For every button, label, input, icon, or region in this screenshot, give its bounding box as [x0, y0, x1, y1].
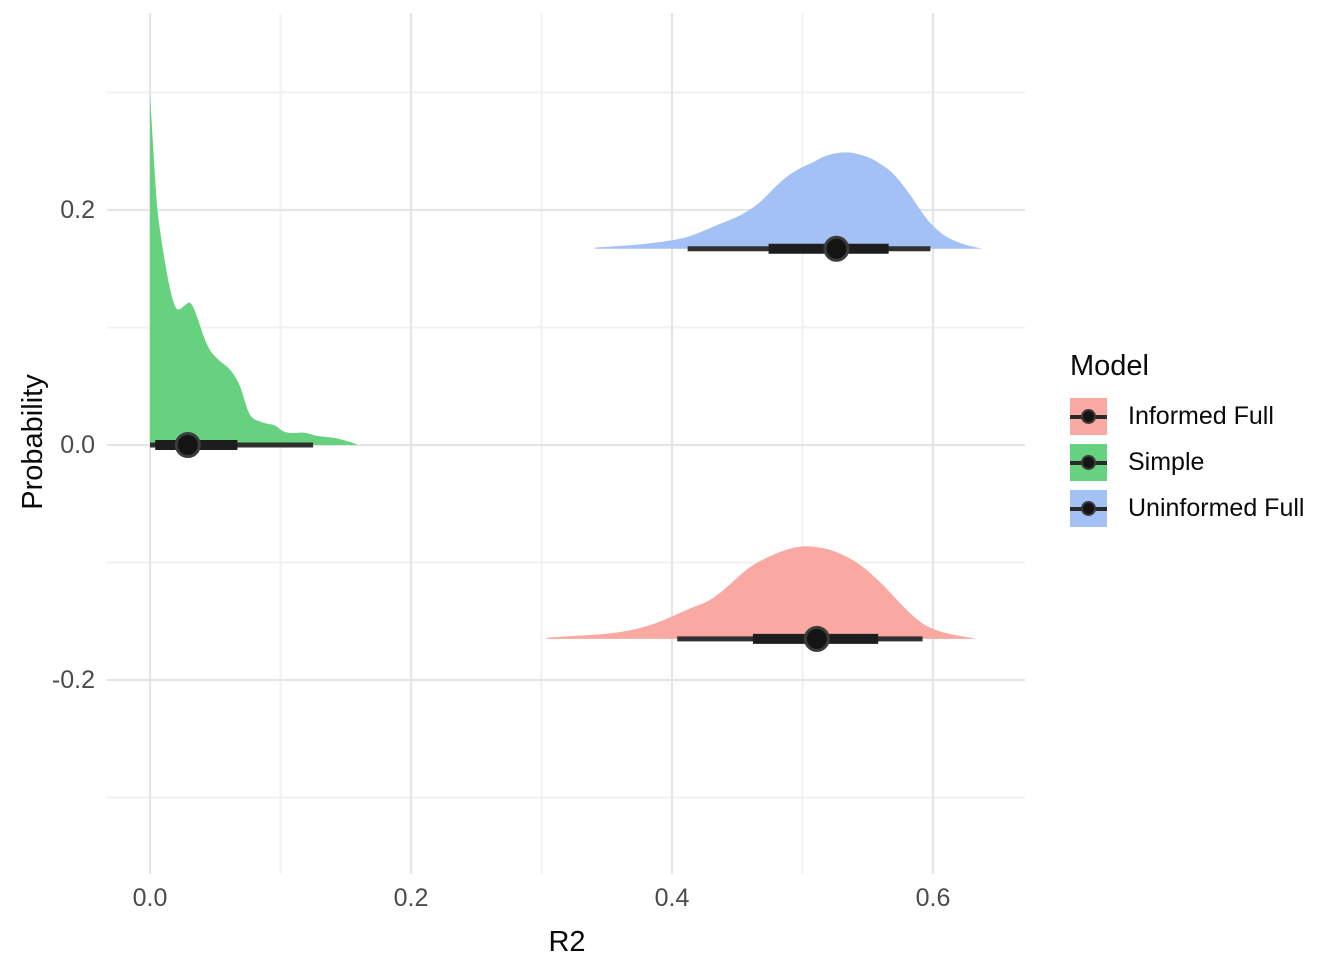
- x-axis-title: R2: [548, 926, 586, 958]
- legend: Model Informed Full Simple Uninformed Fu…: [1070, 350, 1342, 536]
- legend-key-uninformed-full: [1070, 490, 1107, 527]
- density-slab-informed-full: [546, 546, 978, 639]
- legend-item-informed-full: Informed Full: [1070, 398, 1342, 435]
- legend-item-uninformed-full: Uninformed Full: [1070, 490, 1342, 527]
- x-tick-label-0.4: 0.4: [654, 884, 690, 912]
- x-tick-label-0.6: 0.6: [915, 884, 951, 912]
- legend-label-simple: Simple: [1128, 448, 1205, 476]
- y-axis-title: Probability: [17, 374, 49, 510]
- density-slab-simple: [150, 94, 358, 446]
- y-tick-label-0.0: 0.0: [60, 431, 95, 459]
- legend-item-simple: Simple: [1070, 444, 1342, 481]
- median-point-uninformed-full: [823, 235, 850, 262]
- legend-label-informed-full: Informed Full: [1128, 402, 1274, 430]
- legend-point-dot-icon: [1081, 409, 1096, 424]
- legend-point-dot-icon: [1081, 455, 1096, 470]
- legend-title: Model: [1070, 350, 1149, 382]
- median-point-simple: [174, 432, 201, 458]
- legend-key-simple: [1070, 444, 1107, 481]
- legend-point-dot-icon: [1081, 501, 1096, 516]
- legend-label-uninformed-full: Uninformed Full: [1128, 494, 1305, 522]
- median-point-informed-full: [803, 625, 830, 652]
- y-tick-label-0.2: 0.2: [60, 196, 95, 224]
- x-tick-label-0.2: 0.2: [393, 884, 429, 912]
- y-tick-label--0.2: -0.2: [51, 666, 95, 694]
- density-slab-uninformed-full: [595, 152, 983, 249]
- x-tick-label-0.0: 0.0: [132, 884, 168, 912]
- legend-key-informed-full: [1070, 398, 1107, 435]
